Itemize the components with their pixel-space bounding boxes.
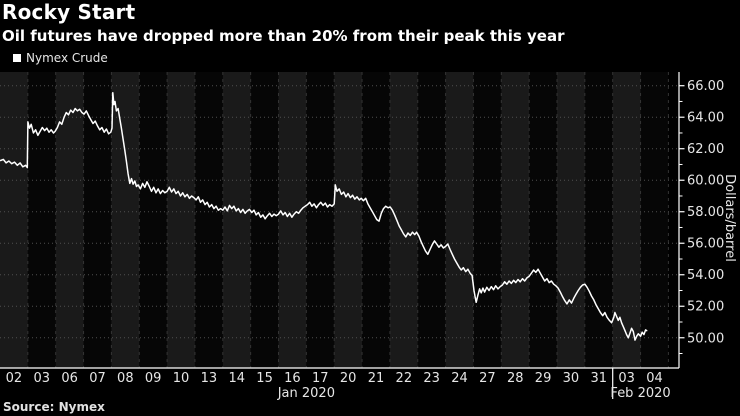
x-tick-label: 04 bbox=[646, 371, 663, 386]
day-band bbox=[306, 72, 335, 368]
x-tick-label: 20 bbox=[340, 371, 357, 386]
month-label: Feb 2020 bbox=[610, 386, 670, 401]
day-band bbox=[445, 72, 474, 368]
day-band bbox=[111, 72, 140, 368]
chart-title: Rocky Start bbox=[2, 0, 136, 24]
day-band bbox=[501, 72, 530, 368]
day-band bbox=[278, 72, 307, 368]
x-tick-label: 28 bbox=[507, 371, 524, 386]
x-tick-label: 22 bbox=[396, 371, 413, 386]
x-tick-label: 31 bbox=[591, 371, 608, 386]
day-band bbox=[584, 72, 613, 368]
x-tick-label: 29 bbox=[535, 371, 552, 386]
day-band bbox=[529, 72, 557, 368]
x-tick-label: 03 bbox=[618, 371, 635, 386]
y-tick-label: 58.00 bbox=[687, 205, 724, 220]
day-band bbox=[27, 72, 56, 368]
day-band bbox=[0, 72, 28, 368]
day-band bbox=[222, 72, 251, 368]
y-tick-label: 54.00 bbox=[687, 268, 724, 283]
x-tick-label: 06 bbox=[61, 371, 78, 386]
x-tick-label: 24 bbox=[451, 371, 468, 386]
day-band bbox=[389, 72, 418, 368]
y-tick-label: 60.00 bbox=[687, 174, 724, 189]
x-tick-label: 21 bbox=[368, 371, 385, 386]
y-tick-label: 52.00 bbox=[687, 300, 724, 315]
y-tick-label: 50.00 bbox=[687, 331, 724, 346]
y-tick-label: 62.00 bbox=[687, 142, 724, 157]
x-tick-label: 23 bbox=[423, 371, 440, 386]
day-band bbox=[55, 72, 84, 368]
day-band bbox=[250, 72, 279, 368]
y-tick-label: 64.00 bbox=[687, 111, 724, 126]
day-band bbox=[557, 72, 585, 368]
x-tick-label: 09 bbox=[145, 371, 162, 386]
x-tick-label: 08 bbox=[117, 371, 134, 386]
source-note: Source: Nymex bbox=[3, 400, 105, 414]
price-line bbox=[0, 92, 648, 341]
x-tick-label: 15 bbox=[256, 371, 273, 386]
y-axis-title: Dollars/barrel bbox=[722, 174, 737, 262]
day-band bbox=[83, 72, 112, 368]
x-tick-label: 17 bbox=[312, 371, 329, 386]
x-tick-label: 10 bbox=[173, 371, 190, 386]
legend: Nymex Crude bbox=[13, 51, 108, 65]
x-tick-label: 13 bbox=[201, 371, 218, 386]
day-band bbox=[194, 72, 223, 368]
chart-subtitle: Oil futures have dropped more than 20% f… bbox=[2, 27, 565, 45]
day-band bbox=[362, 72, 390, 368]
x-tick-label: 16 bbox=[284, 371, 301, 386]
day-band bbox=[139, 72, 168, 368]
y-tick-label: 56.00 bbox=[687, 237, 724, 252]
x-tick-label: 07 bbox=[89, 371, 106, 386]
day-band bbox=[167, 72, 195, 368]
x-tick-label: 14 bbox=[228, 371, 245, 386]
x-tick-label: 30 bbox=[563, 371, 580, 386]
x-tick-label: 02 bbox=[6, 371, 23, 386]
day-band bbox=[417, 72, 446, 368]
y-tick-label: 66.00 bbox=[687, 79, 724, 94]
day-band bbox=[473, 72, 502, 368]
legend-swatch-icon bbox=[13, 54, 21, 62]
month-label: Jan 2020 bbox=[277, 386, 335, 401]
day-band bbox=[640, 72, 669, 368]
day-band bbox=[612, 72, 641, 368]
legend-label: Nymex Crude bbox=[26, 51, 108, 65]
x-tick-label: 03 bbox=[34, 371, 51, 386]
x-tick-label: 27 bbox=[479, 371, 496, 386]
day-band bbox=[334, 72, 363, 368]
